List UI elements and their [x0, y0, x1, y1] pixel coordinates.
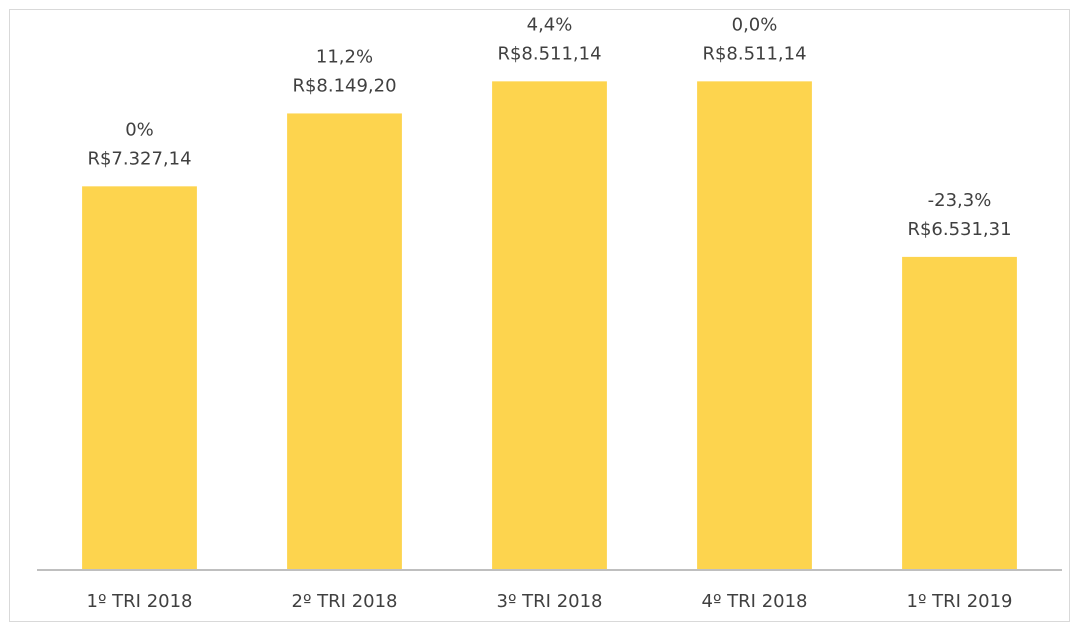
change-label: 0,0% — [732, 14, 778, 35]
change-label: 11,2% — [316, 46, 373, 67]
value-label: R$8.149,20 — [292, 75, 396, 96]
bar — [902, 256, 1017, 570]
value-label: R$8.511,14 — [702, 43, 806, 64]
bar — [492, 81, 607, 571]
bar — [697, 81, 812, 571]
x-tick-label: 3º TRI 2018 — [497, 591, 603, 612]
bar — [82, 186, 197, 571]
x-tick-label: 2º TRI 2018 — [292, 591, 398, 612]
value-label: R$7.327,14 — [87, 148, 191, 169]
chart-frame — [9, 9, 1070, 622]
change-label: 4,4% — [527, 14, 573, 35]
x-tick-label: 4º TRI 2018 — [702, 591, 808, 612]
change-label: -23,3% — [928, 190, 992, 211]
change-label: 0% — [125, 119, 154, 140]
bar — [287, 113, 402, 571]
value-label: R$6.531,31 — [907, 219, 1011, 240]
x-tick-label: 1º TRI 2018 — [87, 591, 193, 612]
value-label: R$8.511,14 — [497, 43, 601, 64]
x-tick-label: 1º TRI 2019 — [907, 591, 1013, 612]
